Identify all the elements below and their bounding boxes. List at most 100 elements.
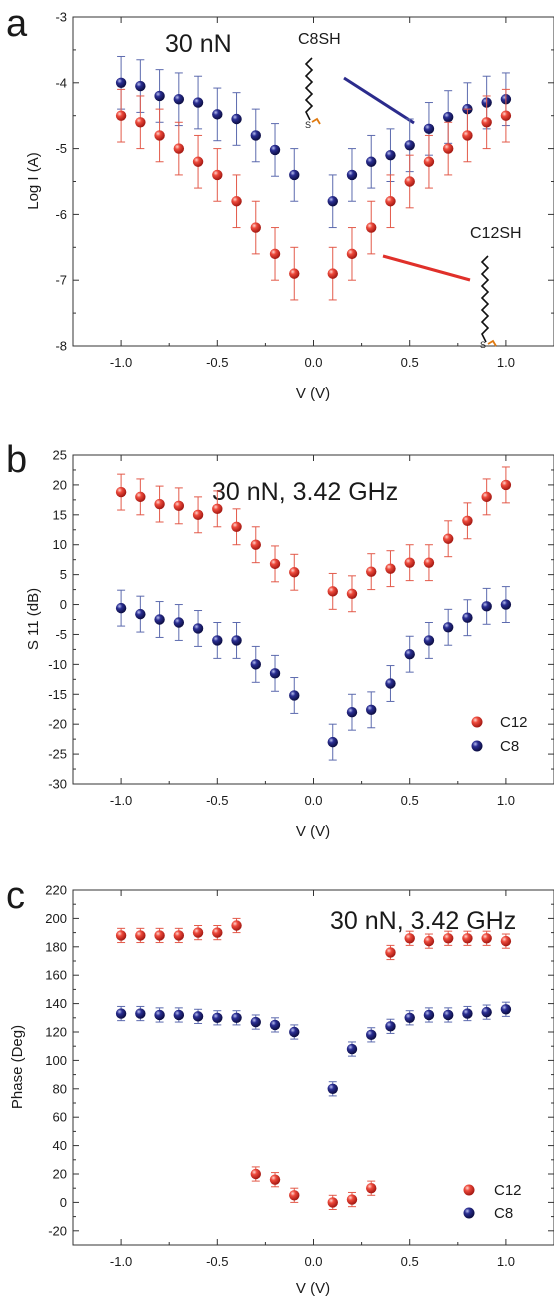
marker-c12	[173, 930, 185, 941]
data-point-c12	[346, 1191, 358, 1208]
marker-c8	[212, 635, 223, 646]
marker-c8	[404, 1012, 415, 1023]
data-point-c12	[346, 227, 358, 281]
data-point-c8	[481, 587, 492, 625]
chart-c-xtick-label: -1.0	[110, 1254, 132, 1269]
marker-c8	[462, 1008, 473, 1019]
legend-b-c12-marker	[471, 716, 483, 728]
marker-c12	[442, 533, 454, 544]
chart-a-ytick-label: -4	[55, 75, 67, 90]
chart-c-ylabel: Phase (Deg)	[9, 1025, 26, 1109]
marker-c12	[481, 491, 492, 503]
marker-c8	[404, 648, 415, 660]
marker-c12	[346, 248, 358, 260]
marker-c12	[192, 509, 204, 521]
data-point-c8	[500, 586, 512, 623]
data-point-c12	[173, 487, 185, 525]
data-point-c12	[327, 572, 338, 610]
data-point-c8	[462, 599, 473, 637]
data-point-c12	[442, 121, 454, 176]
chart-c-ytick-label: 100	[45, 1053, 67, 1068]
marker-c8	[500, 599, 512, 610]
legend-c-c8-marker	[463, 1207, 475, 1219]
chart-c-points	[115, 917, 512, 1210]
marker-c8	[154, 1009, 165, 1021]
chart-b: -1.0 -0.5 0.0 0.5 1.0 -30 -25 -20 -15 -10 -5 0 5 10 1…	[25, 448, 554, 840]
chart-a-xtick-label: 0.5	[401, 355, 419, 370]
data-point-c12	[366, 553, 377, 591]
marker-c12	[154, 930, 165, 941]
chart-a-points	[115, 55, 512, 301]
c8sh-pointer-line	[343, 76, 415, 125]
marker-c12	[404, 557, 415, 568]
data-point-c12	[154, 927, 165, 944]
marker-c12	[327, 1197, 338, 1208]
marker-c8	[250, 130, 261, 141]
data-point-c8	[192, 1008, 204, 1024]
marker-c12	[327, 268, 338, 279]
marker-c8	[423, 1009, 435, 1021]
marker-c8	[250, 659, 261, 670]
marker-c8	[442, 1009, 454, 1021]
marker-c12	[154, 130, 165, 141]
chart-c: -1.0 -0.5 0.0 0.5 1.0 -20 0 20 40 60 80 100 120 140 1…	[9, 883, 554, 1297]
marker-c8	[192, 97, 204, 108]
data-point-c12	[423, 544, 435, 582]
chart-c-ytick-label: 60	[53, 1110, 67, 1125]
marker-c12	[423, 156, 435, 167]
marker-c8	[135, 608, 146, 620]
marker-c8	[423, 123, 435, 135]
data-point-c12	[404, 154, 415, 209]
marker-c8	[269, 1019, 281, 1031]
marker-c8	[212, 1012, 223, 1023]
data-point-c8	[269, 654, 281, 692]
data-point-c8	[115, 1005, 127, 1022]
marker-c12	[385, 196, 396, 207]
chart-c-ytick-label: 80	[53, 1081, 67, 1096]
data-point-c8	[173, 72, 185, 127]
marker-c8	[366, 1029, 377, 1041]
data-point-c8	[385, 665, 396, 702]
marker-c8	[135, 80, 146, 92]
marker-c8	[231, 113, 242, 125]
data-point-c12	[423, 933, 435, 949]
c8sh-label: C8SH	[298, 31, 341, 48]
marker-c12	[212, 503, 223, 515]
data-point-c8	[366, 1027, 377, 1043]
data-point-c12	[385, 944, 396, 961]
chart-b-ytick-label: 5	[60, 567, 67, 582]
legend-b-c12-label: C12	[500, 714, 528, 731]
marker-c12	[385, 563, 396, 574]
marker-c8	[481, 1006, 492, 1018]
chart-c-ytick-label: 0	[60, 1195, 67, 1210]
marker-c8	[289, 169, 300, 181]
marker-c8	[404, 140, 415, 151]
marker-c8	[366, 704, 377, 716]
data-point-c8	[462, 1005, 473, 1022]
data-point-c12	[289, 1187, 300, 1203]
data-point-c12	[385, 550, 396, 588]
data-point-c12	[346, 575, 358, 613]
marker-c8	[366, 156, 377, 167]
marker-c12	[212, 927, 223, 938]
data-point-c12	[212, 148, 223, 202]
chart-a-ytick-label: -7	[55, 273, 67, 288]
marker-c8	[115, 602, 127, 614]
marker-c12	[500, 479, 512, 491]
marker-c8	[500, 1004, 512, 1015]
data-point-c12	[192, 496, 204, 534]
marker-c8	[115, 77, 127, 89]
chart-b-ytick-label: 0	[60, 597, 67, 612]
data-point-c12	[481, 95, 492, 150]
data-point-c8	[212, 621, 223, 659]
chart-a-y-axis: -8 -7 -6 -5 -4 -3	[55, 10, 554, 354]
marker-c8	[135, 1008, 146, 1019]
chart-c-ytick-label: 200	[45, 911, 67, 926]
data-point-c12	[462, 930, 473, 946]
data-point-c8	[404, 1010, 415, 1026]
marker-c12	[192, 156, 204, 167]
marker-c8	[462, 612, 473, 623]
data-point-c8	[173, 1007, 185, 1023]
marker-c12	[442, 143, 454, 154]
marker-c12	[250, 222, 261, 233]
